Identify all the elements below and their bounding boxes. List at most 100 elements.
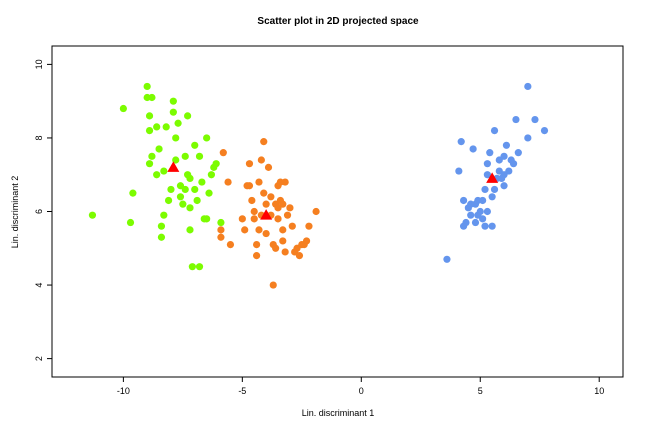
y-tick-label: 2 [34, 356, 44, 361]
scatter-point [462, 218, 470, 227]
scatter-point [212, 160, 220, 168]
scatter-point [186, 204, 194, 212]
plot-frame [51, 45, 624, 378]
scatter-point [500, 152, 508, 160]
scatter-point [160, 211, 168, 219]
scatter-point [226, 241, 235, 249]
scatter-point [145, 126, 154, 135]
scatter-point [184, 112, 192, 120]
scatter-point [260, 138, 268, 146]
scatter-point [479, 215, 487, 223]
points-layer [88, 82, 549, 289]
centroid-point [486, 172, 499, 183]
scatter-point [217, 233, 225, 241]
x-tick-label: 0 [359, 386, 364, 396]
scatter-point [167, 185, 175, 194]
scatter-point [148, 152, 156, 160]
scatter-point [295, 252, 304, 260]
scatter-point [490, 185, 499, 194]
scatter-point [250, 207, 258, 216]
scatter-point [153, 123, 161, 131]
y-tick-label: 8 [34, 135, 44, 140]
x-tick-label: 10 [594, 386, 604, 396]
scatter-point [512, 115, 520, 124]
scatter-point [274, 215, 282, 223]
scatter-point [286, 204, 294, 212]
scatter-point [459, 196, 468, 205]
scatter-point [169, 108, 177, 116]
x-tick-label: -10 [117, 386, 130, 396]
scatter-point [217, 226, 225, 234]
scatter-point [88, 211, 97, 219]
scatter-point [191, 185, 199, 194]
scatter-point [279, 226, 287, 234]
scatter-point [238, 215, 246, 223]
scatter-point [207, 171, 216, 179]
scatter-point [524, 82, 532, 91]
scatter-point [186, 226, 194, 234]
scatter-point [474, 196, 482, 205]
y-axis-label: Lin. discriminant 2 [10, 176, 20, 249]
scatter-point [172, 134, 180, 142]
scatter-point [195, 263, 204, 271]
scatter-point [279, 237, 287, 245]
scatter-point [155, 145, 163, 153]
scatter-point [524, 134, 532, 142]
scatter-point [483, 171, 491, 179]
scatter-point [257, 156, 265, 164]
scatter-point [262, 229, 270, 238]
scatter-point [129, 189, 137, 197]
scatter-point [160, 167, 168, 175]
scatter-point [157, 233, 166, 241]
scatter-point [162, 123, 170, 131]
scatter-point [483, 160, 491, 168]
scatter-point [269, 281, 277, 289]
scatter-point [457, 138, 465, 146]
centroid-point [167, 161, 180, 172]
chart-title: Scatter plot in 2D projected space [257, 16, 419, 27]
scatter-point [481, 185, 489, 194]
scatter-point [191, 141, 199, 149]
scatter-point [143, 82, 151, 91]
scatter-point [476, 207, 484, 216]
scatter-point [283, 211, 292, 219]
y-tick-label: 4 [34, 283, 44, 288]
scatter-point [164, 196, 173, 205]
scatter-point [176, 193, 185, 201]
scatter-point [169, 97, 177, 105]
centroid-point [260, 209, 273, 220]
scatter-point [186, 174, 194, 182]
scatter-point [302, 237, 311, 245]
scatter-point [312, 207, 320, 216]
x-tick-label: -5 [238, 386, 246, 396]
scatter-point [126, 218, 135, 227]
scatter-point [486, 149, 494, 157]
scatter-point [260, 189, 268, 197]
scatter-point [153, 171, 161, 179]
x-axis: -10 -5 0 5 10 [117, 377, 604, 396]
scatter-point [264, 163, 273, 171]
scatter-point [250, 215, 258, 223]
scatter-point [203, 215, 211, 223]
x-tick-label: 5 [478, 386, 483, 396]
scatter-point [509, 160, 518, 168]
scatter-point [119, 104, 127, 113]
scatter-point [443, 255, 451, 263]
scatter-point [305, 222, 313, 230]
scatter-point [224, 178, 232, 186]
scatter-point [174, 119, 182, 127]
scatter-point [502, 141, 511, 149]
scatter-point [274, 204, 282, 212]
scatter-point [195, 152, 204, 160]
scatter-point [181, 152, 189, 160]
scatter-point [205, 189, 213, 197]
scatter-point [469, 145, 477, 153]
scatter-point [181, 185, 189, 194]
scatter-point [490, 126, 499, 135]
scatter-point [505, 167, 513, 175]
scatter-point [281, 178, 289, 186]
scatter-point [157, 222, 166, 230]
scatter-point [248, 196, 256, 205]
scatter-point [262, 200, 270, 208]
scatter-point [148, 93, 156, 102]
